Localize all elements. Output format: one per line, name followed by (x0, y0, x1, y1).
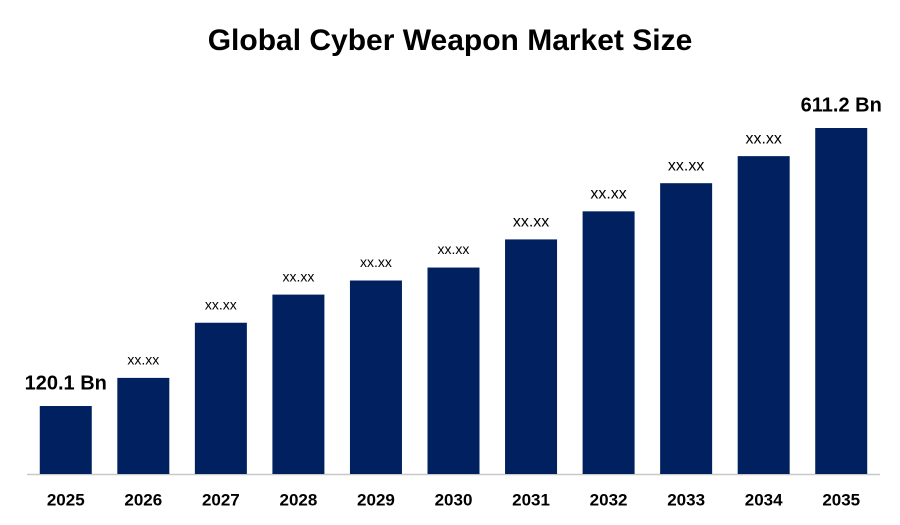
bar (349, 280, 402, 474)
value-label: xx.xx (360, 254, 392, 270)
value-label: xx.xx (668, 157, 704, 174)
value-label: xx.xx (513, 214, 549, 231)
bar (272, 294, 325, 474)
chart-title: Global Cyber Weapon Market Size (208, 24, 693, 57)
bar (505, 239, 558, 474)
x-tick-label: 2027 (202, 490, 240, 509)
bar (737, 156, 790, 475)
x-tick-label: 2025 (47, 490, 85, 509)
value-label: xx.xx (590, 186, 626, 203)
x-tick-label: 2029 (357, 490, 395, 509)
bar (194, 322, 247, 474)
bar (660, 183, 713, 474)
x-tick-label: 2035 (822, 490, 860, 509)
value-label: xx.xx (127, 352, 159, 368)
value-label: xx.xx (745, 130, 781, 147)
value-label: xx.xx (438, 241, 470, 257)
x-tick-label: 2028 (279, 490, 317, 509)
bar (117, 377, 170, 474)
x-tick-label: 2033 (667, 490, 705, 509)
x-tick-label: 2034 (745, 490, 783, 509)
value-label: xx.xx (205, 296, 237, 312)
x-tick-label: 2032 (590, 490, 628, 509)
x-tick-label: 2031 (512, 490, 550, 509)
bar (815, 128, 868, 474)
bar (39, 406, 92, 474)
bar (427, 267, 480, 474)
value-label: 120.1 Bn (25, 372, 107, 394)
x-tick-label: 2026 (124, 490, 162, 509)
x-tick-label: 2030 (435, 490, 473, 509)
value-label: xx.xx (282, 268, 314, 284)
bar (582, 211, 635, 475)
value-label: 611.2 Bn (801, 94, 882, 116)
